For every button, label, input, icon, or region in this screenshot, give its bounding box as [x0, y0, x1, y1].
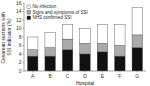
- legend-swatch: [27, 5, 31, 9]
- y-tick: [23, 62, 25, 63]
- legend-label: NHS confirmed SSI: [33, 15, 72, 20]
- bar-segment: [45, 33, 55, 48]
- bar-segment: [27, 56, 37, 71]
- y-tick: [23, 37, 25, 38]
- bar-segment: [45, 48, 55, 57]
- y-axis-label: Cesarean sections with SSI indicator (%): [0, 10, 12, 63]
- bar-segment: [45, 56, 55, 71]
- x-axis-line: [24, 71, 146, 72]
- legend-label: No infection: [33, 4, 57, 9]
- bar-segment: [27, 37, 37, 50]
- y-tick: [23, 11, 25, 12]
- x-tick-label: D: [83, 73, 87, 79]
- y-tick-label: 0: [19, 68, 22, 74]
- y-tick-label: 16: [16, 0, 22, 6]
- bar-segment: [80, 29, 90, 44]
- x-tick-label: A: [31, 73, 35, 79]
- y-tick-label: 6: [19, 42, 22, 48]
- legend-label: Signs and symptoms of SSI: [33, 10, 88, 15]
- bar-segment: [62, 50, 72, 71]
- chart: 0 2 4 6 8 10 12 14 16 A B C D E F G Hospital Cesarean sec…: [0, 0, 150, 86]
- bar-segment: [132, 35, 142, 48]
- bar-segment: [80, 43, 90, 54]
- y-tick: [23, 54, 25, 55]
- bar-segment: [62, 24, 72, 39]
- y-tick-label: 12: [16, 17, 22, 23]
- bar-segment: [27, 50, 37, 56]
- x-tick-label: C: [66, 73, 70, 79]
- y-tick: [23, 28, 25, 29]
- bar-segment: [97, 43, 107, 52]
- x-axis-label: Hospital: [76, 80, 94, 86]
- bar-segment: [62, 39, 72, 50]
- y-tick: [23, 20, 25, 21]
- legend-swatch: [27, 11, 31, 15]
- x-tick-label: E: [101, 73, 105, 79]
- legend-swatch: [27, 16, 31, 20]
- bar-segment: [115, 24, 125, 45]
- y-tick-label: 10: [16, 25, 22, 31]
- y-tick: [23, 3, 25, 4]
- y-axis-line: [24, 3, 25, 71]
- y-tick-label: 4: [19, 51, 22, 57]
- bar-segment: [115, 56, 125, 71]
- bar-segment: [132, 48, 142, 71]
- legend: No infectionSigns and symptoms of SSINHS…: [27, 4, 88, 20]
- x-tick-label: F: [118, 73, 121, 79]
- x-tick-label: B: [48, 73, 52, 79]
- bar-segment: [132, 7, 142, 35]
- y-tick-label: 14: [16, 8, 22, 14]
- bar-segment: [115, 46, 125, 57]
- bar-segment: [97, 52, 107, 71]
- bar-segment: [97, 24, 107, 43]
- bar-segment: [80, 54, 90, 71]
- x-tick-label: G: [135, 73, 139, 79]
- bars: [27, 7, 142, 71]
- y-tick-label: 2: [19, 59, 22, 65]
- y-tick-label: 8: [19, 34, 22, 40]
- y-tick: [23, 71, 25, 72]
- y-tick: [23, 45, 25, 46]
